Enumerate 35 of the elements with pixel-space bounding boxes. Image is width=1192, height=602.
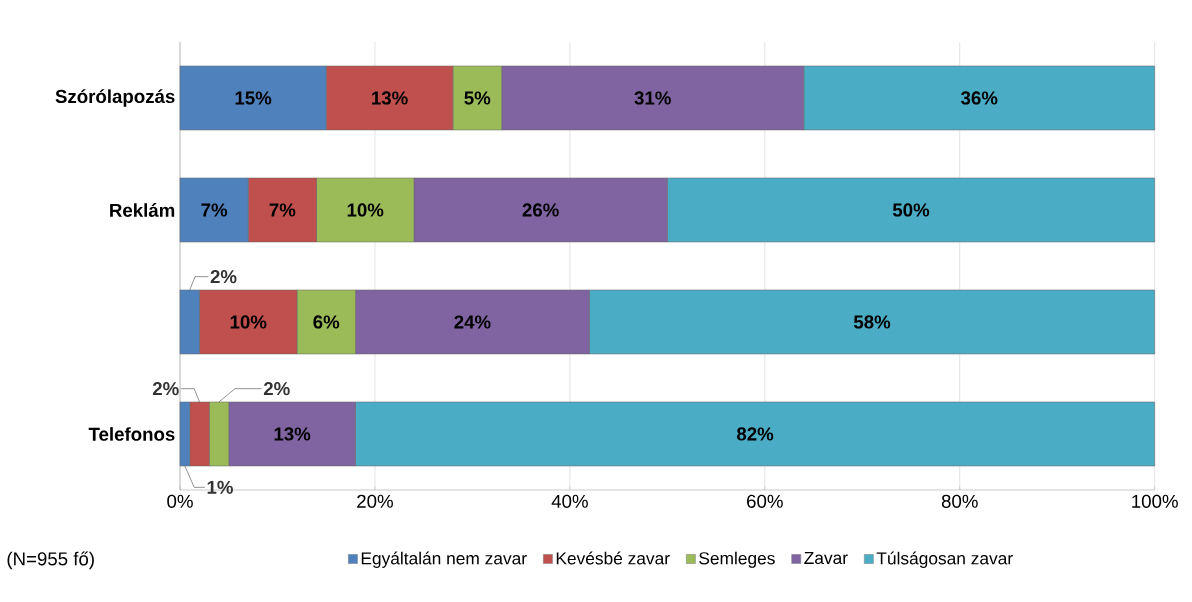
data-label: 15% xyxy=(235,91,272,105)
data-label: 50% xyxy=(892,203,930,217)
data-label: 13% xyxy=(274,427,311,441)
x-tick-label: 80% xyxy=(941,494,978,508)
data-label: 6% xyxy=(313,315,340,329)
data-label: 13% xyxy=(372,91,408,105)
data-label: 2% xyxy=(152,382,179,396)
data-label: 26% xyxy=(522,203,559,217)
legend-label: Túlságosan zavar xyxy=(876,551,1013,568)
data-label: 36% xyxy=(960,91,998,105)
x-tick-label: 0% xyxy=(167,494,193,508)
text: (N=955 fő) xyxy=(7,551,94,570)
legend-label: Egyáltalán nem zavar xyxy=(361,551,527,568)
legend-label: Kevésbé zavar xyxy=(556,551,670,565)
data-label: 7% xyxy=(269,203,296,217)
data-label: 24% xyxy=(454,315,491,329)
data-label: 1% xyxy=(207,480,233,494)
data-label: 58% xyxy=(853,315,891,329)
data-label: 10% xyxy=(347,203,384,217)
data-label: 5% xyxy=(464,91,491,105)
x-tick-label: 20% xyxy=(357,494,393,508)
data-label: 10% xyxy=(230,315,267,329)
legend-label: Semleges xyxy=(699,551,775,568)
y-tick-label: Reklám xyxy=(110,203,175,217)
x-tick-label: 60% xyxy=(747,494,783,508)
legend-label: Zavar xyxy=(804,552,848,565)
y-tick-label: Szórólapozás xyxy=(55,89,175,107)
data-label: 7% xyxy=(201,203,228,217)
x-tick-label: 100% xyxy=(1132,494,1178,508)
data-label: 2% xyxy=(263,382,290,396)
data-label: 31% xyxy=(634,91,671,105)
data-label: 82% xyxy=(736,427,774,441)
data-label: 2% xyxy=(210,270,237,284)
x-tick-label: 40% xyxy=(551,494,588,508)
y-tick-label: Telefonos xyxy=(88,427,175,441)
